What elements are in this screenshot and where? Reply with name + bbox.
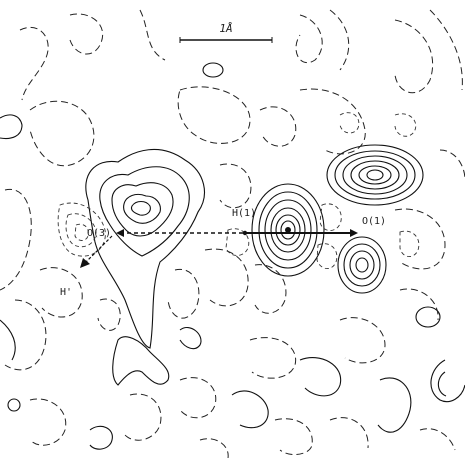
- bond-line: [116, 229, 358, 237]
- contours-misc-solid: [0, 62, 465, 450]
- scale-bar: 1Å: [179, 22, 273, 43]
- atom-label-h1: H(1): [232, 208, 256, 219]
- contours-lower-right: [337, 236, 387, 294]
- atom-label-o1: O(1): [362, 216, 386, 227]
- contours-o3: [85, 148, 205, 386]
- scale-bar-label: 1Å: [219, 22, 232, 35]
- contours-h1-peak: [251, 183, 325, 277]
- h-prime-arrow: [80, 235, 113, 268]
- contours-upper-right: [326, 144, 424, 206]
- atom-label-hprime: H': [60, 287, 72, 298]
- contours-dashed: [0, 9, 465, 458]
- atom-label-o3: O(3): [87, 228, 111, 239]
